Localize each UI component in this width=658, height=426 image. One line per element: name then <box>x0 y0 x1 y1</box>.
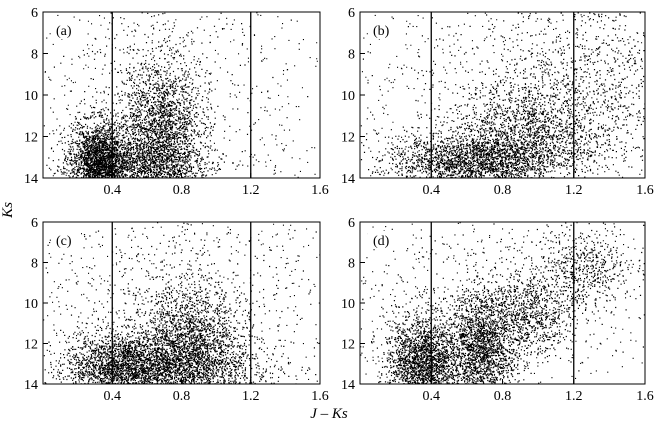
x-tick-label: 0.4 <box>104 389 122 404</box>
panel-label: (a) <box>56 24 72 39</box>
scatter-panel: 0.4 0.8 1.2 1.6 6 8 10 12 14 (b) <box>341 6 654 198</box>
data-points <box>43 12 320 178</box>
x-tick-label: 0.8 <box>173 389 191 404</box>
y-tick-label: 12 <box>24 131 38 146</box>
panel-label-bg <box>51 231 81 249</box>
x-tick-label: 1.2 <box>565 389 583 404</box>
scatter-panel: 0.4 0.8 1.2 1.6 6 8 10 12 14 (a) <box>24 6 329 198</box>
y-tick-label: 10 <box>24 89 38 104</box>
y-tick-label: 6 <box>31 216 38 231</box>
y-tick-label: 6 <box>31 6 38 21</box>
panel-label-bg <box>368 231 398 249</box>
point-cloud <box>360 12 645 178</box>
x-tick-label: 1.2 <box>242 389 260 404</box>
y-tick-label: 8 <box>348 48 355 63</box>
data-points <box>360 12 645 178</box>
point-cloud <box>360 222 645 384</box>
y-tick-label: 14 <box>24 378 38 393</box>
scatter-panel: 0.4 0.8 1.2 1.6 6 8 10 12 14 (d) <box>341 216 654 404</box>
x-tick-label: 0.8 <box>173 183 191 198</box>
y-tick-label: 14 <box>341 172 355 187</box>
x-tick-label: 1.2 <box>565 183 583 198</box>
x-tick-label: 1.6 <box>311 183 329 198</box>
x-axis-label: J – Ks <box>310 406 348 422</box>
y-tick-label: 10 <box>341 297 355 312</box>
x-tick-label: 0.4 <box>423 389 441 404</box>
x-tick-label: 0.8 <box>494 389 512 404</box>
panel-label-bg <box>51 21 81 39</box>
y-tick-label: 14 <box>341 378 355 393</box>
y-tick-label: 12 <box>341 338 355 353</box>
x-tick-label: 1.2 <box>242 183 260 198</box>
scatter-panel: 0.4 0.8 1.2 1.6 6 8 10 12 14 (c) <box>24 216 329 404</box>
y-tick-label: 8 <box>31 48 38 63</box>
y-tick-label: 10 <box>341 89 355 104</box>
data-points <box>43 222 320 384</box>
y-tick-label: 12 <box>341 131 355 146</box>
data-points <box>360 222 645 384</box>
y-tick-label: 8 <box>348 257 355 272</box>
panel-group: 0.4 0.8 1.2 1.6 6 8 10 12 14 (a) 0.4 0.8 1.2 1.6 6 8 10 1… <box>24 6 654 404</box>
x-tick-label: 0.4 <box>423 183 441 198</box>
x-tick-label: 0.4 <box>104 183 122 198</box>
y-tick-label: 6 <box>348 6 355 21</box>
x-tick-label: 1.6 <box>636 183 654 198</box>
y-tick-label: 6 <box>348 216 355 231</box>
y-tick-label: 10 <box>24 297 38 312</box>
y-tick-label: 12 <box>24 338 38 353</box>
panel-label: (d) <box>373 234 390 249</box>
y-tick-label: 8 <box>31 257 38 272</box>
point-cloud <box>43 12 320 178</box>
panel-label: (c) <box>56 234 72 249</box>
panel-label: (b) <box>373 24 390 39</box>
x-tick-label: 1.6 <box>311 389 329 404</box>
y-tick-label: 14 <box>24 172 38 187</box>
y-axis-label: Ks <box>0 202 16 219</box>
point-cloud <box>43 222 320 384</box>
x-tick-label: 0.8 <box>494 183 512 198</box>
panel-label-bg <box>368 21 398 39</box>
x-tick-label: 1.6 <box>636 389 654 404</box>
